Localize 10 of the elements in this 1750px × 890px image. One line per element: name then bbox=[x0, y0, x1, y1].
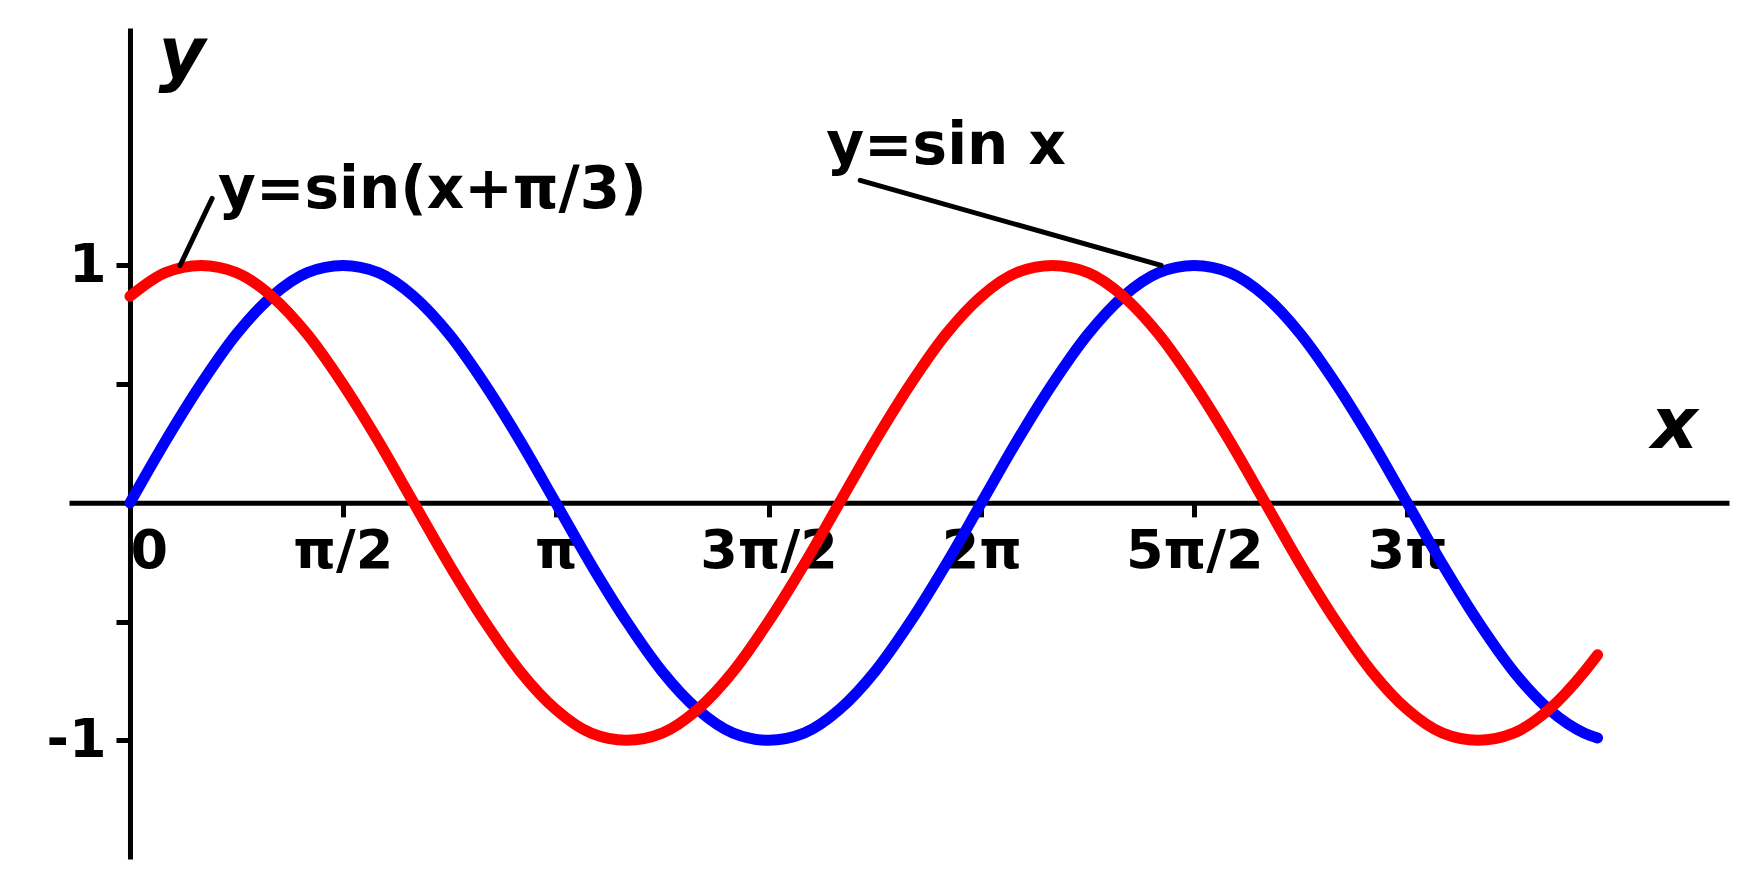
x-tick-label: 0 bbox=[130, 518, 169, 582]
x-tick-label: π bbox=[534, 518, 578, 582]
x-tick-label: 5π/2 bbox=[1125, 518, 1264, 582]
y-tick-label: -1 bbox=[46, 706, 107, 770]
annotation: y=sin(x+π/3) bbox=[218, 154, 647, 223]
annotation: y=sin x bbox=[826, 110, 1066, 179]
y-axis-title: y bbox=[158, 10, 209, 95]
x-tick-label: π/2 bbox=[293, 518, 394, 582]
y-tick-label: 1 bbox=[68, 231, 107, 295]
x-axis-title: x bbox=[1648, 381, 1701, 466]
